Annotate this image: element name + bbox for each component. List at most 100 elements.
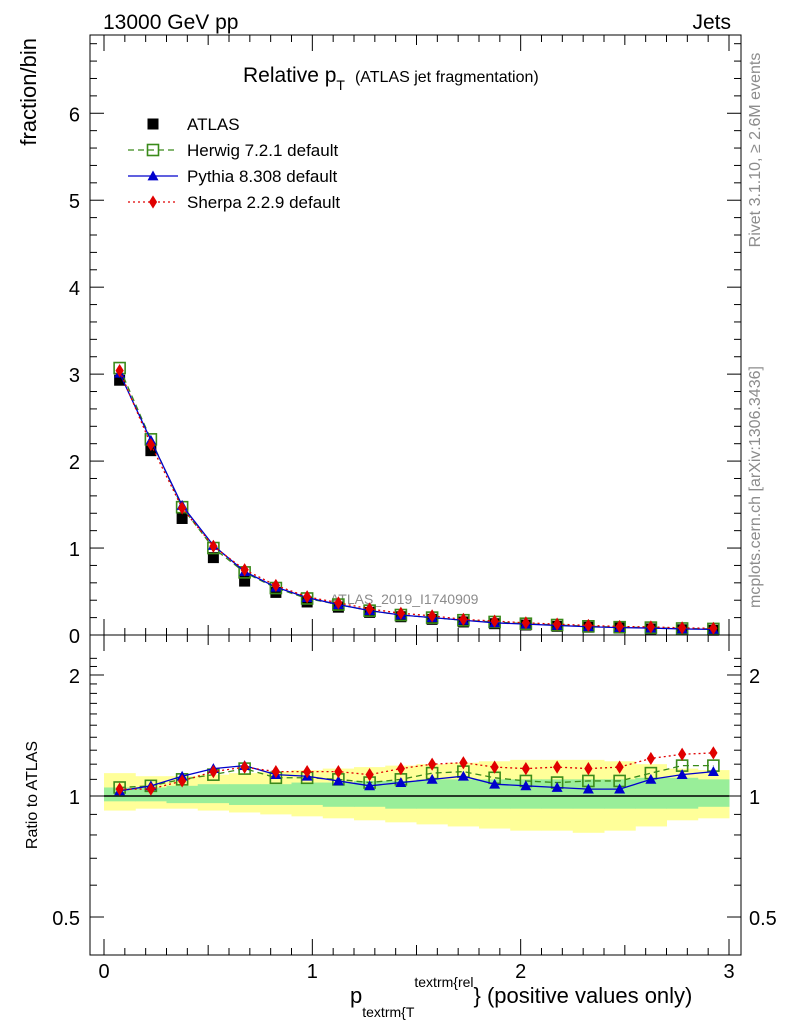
legend-marker [147, 170, 159, 181]
ratio-data-point [645, 773, 657, 784]
band-green [260, 784, 292, 805]
data-point [365, 602, 374, 616]
ratio-data-point [490, 760, 499, 774]
data-point [396, 606, 405, 620]
data-point [334, 596, 343, 610]
band-green [604, 779, 636, 809]
main-ytick-label: 1 [69, 539, 80, 561]
data-point [209, 539, 218, 553]
ratio-ylabel: Ratio to ATLAS [24, 741, 41, 849]
legend-label: ATLAS [187, 115, 240, 134]
ratio-data-point [707, 766, 719, 776]
ratio-data-point [146, 782, 155, 796]
ratio-data-point [551, 781, 563, 792]
band-green [666, 777, 699, 809]
ratio-data-point [678, 747, 687, 761]
legend-item: Herwig 7.2.1 default [128, 141, 338, 160]
legend-item: Sherpa 2.2.9 default [128, 193, 340, 212]
legend-marker [146, 143, 160, 157]
ratio-ytick-label: 0.5 [52, 908, 80, 930]
main-ytick-label: 5 [69, 191, 80, 213]
ratio-axis-ticks: 0.5 0.5 1 1 2 2 0 1 2 3 [52, 635, 777, 983]
data-point [646, 620, 655, 634]
ratio-xtick-label: 0 [98, 961, 109, 983]
data-point [521, 616, 530, 630]
band-green [697, 779, 730, 807]
ratio-ytick-label-right: 1 [749, 787, 760, 809]
main-ytick-label: 3 [69, 365, 80, 387]
main-ylabel: fraction/bin [16, 38, 41, 146]
legend: ATLAS Herwig 7.2.1 default Pythia 8.308 de… [128, 115, 340, 212]
legend-label: Sherpa 2.2.9 default [187, 193, 340, 212]
ratio-series-sherpa-2-2-9-default [115, 746, 718, 796]
data-point [240, 563, 249, 577]
ratio-data-point [709, 746, 718, 760]
ratio-data-point [240, 760, 249, 774]
data-point [270, 586, 282, 598]
data-point [459, 612, 468, 626]
ratio-uncertainty-bands [104, 759, 730, 833]
data-point [176, 512, 188, 524]
legend-item: Pythia 8.308 default [128, 167, 338, 186]
main-ytick-label: 4 [69, 278, 80, 300]
main-title: Relative pT (ATLAS jet fragmentation) [243, 64, 539, 93]
data-point [709, 621, 718, 635]
main-ytick-label: 2 [69, 452, 80, 474]
ratio-series-line [119, 764, 714, 792]
ratio-data-point [303, 764, 312, 779]
ratio-data-point [396, 761, 405, 776]
main-axis-ticks: 0 1 2 3 4 5 6 [69, 35, 741, 648]
ratio-data-point [457, 770, 469, 781]
ratio-ytick-label: 1 [69, 787, 80, 809]
ratio-ytick-label-right: 0.5 [749, 908, 777, 930]
data-point [271, 578, 280, 593]
data-point [115, 364, 124, 378]
data-point [584, 618, 593, 633]
band-green [197, 784, 230, 804]
band-green [447, 779, 480, 809]
ratio-series-group [113, 746, 720, 796]
ratio-data-point [489, 778, 501, 789]
data-point [490, 614, 499, 628]
header-left: 13000 GeV pp [103, 11, 238, 34]
ratio-data-point [521, 761, 530, 776]
data-point [239, 575, 251, 587]
ratio-data-point [178, 774, 187, 788]
main-ytick-label: 6 [69, 104, 80, 126]
ratio-data-point [646, 751, 655, 766]
ratio-data-point [676, 769, 688, 780]
data-point [303, 590, 312, 604]
band-green [229, 784, 261, 805]
legend-marker [147, 118, 159, 130]
ratio-data-point [115, 782, 124, 796]
ratio-data-point [428, 757, 437, 771]
analysis-watermark: ATLAS_2019_I1740909 [330, 591, 479, 607]
mcplots-label: mcplots.cern.ch [arXiv:1306.3436] [747, 366, 764, 608]
ratio-data-point [332, 775, 344, 786]
ratio-data-point [584, 761, 593, 776]
ratio-data-point [520, 780, 532, 791]
main-series-group [113, 361, 720, 636]
data-point [114, 374, 126, 386]
ratio-data-point [271, 764, 280, 779]
ratio-ytick-label-right: 2 [749, 666, 760, 688]
band-green [322, 782, 355, 807]
series-sherpa-2-2-9-default [115, 364, 718, 635]
legend-item: ATLAS [147, 115, 240, 134]
band-green [166, 785, 199, 804]
series-line [119, 370, 714, 629]
legend-label: Pythia 8.308 default [187, 167, 338, 186]
ratio-xtick-label: 2 [515, 961, 526, 983]
data-point [146, 437, 155, 452]
ratio-data-point [582, 783, 594, 794]
header-right: Jets [692, 11, 731, 34]
ratio-data-point [365, 768, 374, 782]
ratio-ytick-label: 2 [69, 666, 80, 688]
rivet-label: Rivet 3.1.10, ≥ 2.6M events [747, 53, 764, 248]
data-point [428, 609, 437, 623]
ratio-data-point [334, 764, 343, 779]
data-point [678, 621, 687, 635]
ratio-data-point [614, 783, 626, 794]
ratio-data-point [209, 764, 218, 779]
